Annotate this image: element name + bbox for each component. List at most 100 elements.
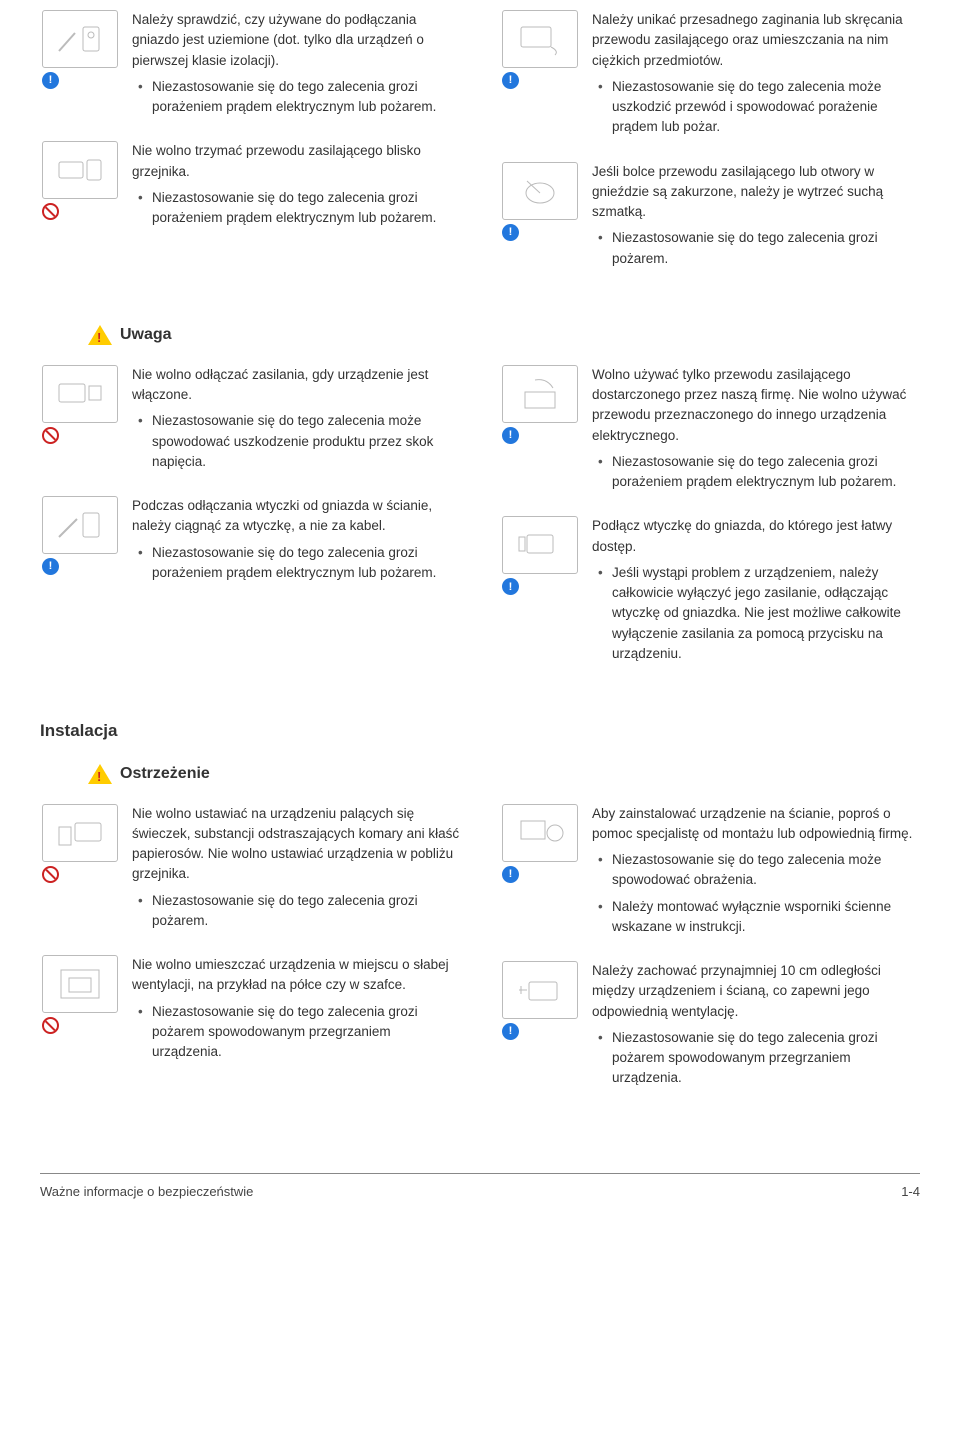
top-left-col: ! Należy sprawdzić, czy używane do podłą…: [40, 10, 460, 293]
ostrzezenie-heading: Ostrzeżenie: [88, 762, 920, 786]
safety-thumb: [40, 804, 120, 938]
info-badge-icon: !: [502, 72, 519, 89]
footer-title: Ważne informacje o bezpieczeństwie: [40, 1182, 253, 1202]
safety-main: Nie wolno ustawiać na urządzeniu palącyc…: [132, 804, 460, 885]
safety-thumb: [40, 955, 120, 1068]
safety-main: Nie wolno umieszczać urządzenia w miejsc…: [132, 955, 460, 996]
warning-triangle-icon: [88, 764, 112, 784]
safety-bullet: Niezastosowanie się do tego zalecenia gr…: [604, 1028, 920, 1089]
safety-item: ! Jeśli bolce przewodu zasilającego lub …: [500, 162, 920, 275]
safety-bullet: Niezastosowanie się do tego zalecenia gr…: [604, 452, 920, 493]
safety-item: Nie wolno umieszczać urządzenia w miejsc…: [40, 955, 460, 1068]
safety-thumb: [40, 141, 120, 234]
illustration-icon: [42, 955, 118, 1013]
top-warnings-row: ! Należy sprawdzić, czy używane do podłą…: [40, 10, 920, 293]
safety-main: Nie wolno trzymać przewodu zasilającego …: [132, 141, 460, 182]
info-badge-icon: !: [502, 578, 519, 595]
ostrzezenie-label-text: Ostrzeżenie: [120, 762, 210, 786]
illustration-icon: [502, 365, 578, 423]
safety-item: Nie wolno odłączać zasilania, gdy urządz…: [40, 365, 460, 478]
uwaga-left-col: Nie wolno odłączać zasilania, gdy urządz…: [40, 365, 460, 688]
page-footer: Ważne informacje o bezpieczeństwie 1-4: [40, 1173, 920, 1220]
safety-main: Podłącz wtyczkę do gniazda, do którego j…: [592, 516, 920, 557]
ostrz-right-col: ! Aby zainstalować urządzenie na ścianie…: [500, 804, 920, 1113]
top-right-col: ! Należy unikać przesadnego zaginania lu…: [500, 10, 920, 293]
safety-thumb: !: [500, 516, 580, 670]
safety-thumb: !: [500, 365, 580, 499]
illustration-icon: [42, 804, 118, 862]
safety-text: Nie wolno ustawiać na urządzeniu palącyc…: [132, 804, 460, 938]
illustration-icon: [502, 961, 578, 1019]
instalacja-heading: Instalacja: [40, 718, 920, 744]
safety-thumb: !: [500, 10, 580, 144]
safety-text: Nie wolno odłączać zasilania, gdy urządz…: [132, 365, 460, 478]
safety-bullet: Niezastosowanie się do tego zalecenia mo…: [604, 850, 920, 891]
safety-main: Należy unikać przesadnego zaginania lub …: [592, 10, 920, 71]
safety-thumb: !: [40, 10, 120, 123]
safety-bullet: Niezastosowanie się do tego zalecenia gr…: [604, 228, 920, 269]
prohibit-badge-icon: [42, 427, 59, 444]
safety-main: Należy zachować przynajmniej 10 cm odleg…: [592, 961, 920, 1022]
illustration-icon: [502, 516, 578, 574]
warning-triangle-icon: [88, 325, 112, 345]
illustration-icon: [42, 496, 118, 554]
safety-item: ! Należy zachować przynajmniej 10 cm odl…: [500, 961, 920, 1095]
illustration-icon: [502, 162, 578, 220]
info-badge-icon: !: [502, 1023, 519, 1040]
illustration-icon: [42, 141, 118, 199]
safety-main: Nie wolno odłączać zasilania, gdy urządz…: [132, 365, 460, 406]
safety-text: Podczas odłączania wtyczki od gniazda w …: [132, 496, 460, 589]
safety-item: ! Aby zainstalować urządzenie na ścianie…: [500, 804, 920, 944]
info-badge-icon: !: [502, 866, 519, 883]
safety-main: Aby zainstalować urządzenie na ścianie, …: [592, 804, 920, 845]
prohibit-badge-icon: [42, 1017, 59, 1034]
safety-text: Nie wolno umieszczać urządzenia w miejsc…: [132, 955, 460, 1068]
safety-bullet: Jeśli wystąpi problem z urządzeniem, nal…: [604, 563, 920, 664]
safety-main: Wolno używać tylko przewodu zasilającego…: [592, 365, 920, 446]
safety-main: Należy sprawdzić, czy używane do podłącz…: [132, 10, 460, 71]
illustration-icon: [502, 804, 578, 862]
safety-bullet: Niezastosowanie się do tego zalecenia gr…: [144, 1002, 460, 1063]
safety-item: ! Wolno używać tylko przewodu zasilające…: [500, 365, 920, 499]
info-badge-icon: !: [502, 427, 519, 444]
safety-thumb: [40, 365, 120, 478]
safety-bullet: Należy montować wyłącznie wsporniki ście…: [604, 897, 920, 938]
safety-text: Podłącz wtyczkę do gniazda, do którego j…: [592, 516, 920, 670]
safety-thumb: !: [500, 162, 580, 275]
safety-text: Należy sprawdzić, czy używane do podłącz…: [132, 10, 460, 123]
safety-thumb: !: [500, 961, 580, 1095]
info-badge-icon: !: [42, 558, 59, 575]
safety-item: Nie wolno trzymać przewodu zasilającego …: [40, 141, 460, 234]
footer-page-number: 1-4: [901, 1182, 920, 1202]
safety-thumb: !: [40, 496, 120, 589]
info-badge-icon: !: [502, 224, 519, 241]
safety-bullet: Niezastosowanie się do tego zalecenia mo…: [604, 77, 920, 138]
uwaga-row: Nie wolno odłączać zasilania, gdy urządz…: [40, 365, 920, 688]
safety-item: ! Należy sprawdzić, czy używane do podłą…: [40, 10, 460, 123]
safety-item: ! Należy unikać przesadnego zaginania lu…: [500, 10, 920, 144]
ostrz-left-col: Nie wolno ustawiać na urządzeniu palącyc…: [40, 804, 460, 1113]
safety-bullet: Niezastosowanie się do tego zalecenia gr…: [144, 543, 460, 584]
uwaga-right-col: ! Wolno używać tylko przewodu zasilające…: [500, 365, 920, 688]
prohibit-badge-icon: [42, 203, 59, 220]
illustration-icon: [42, 10, 118, 68]
uwaga-heading: Uwaga: [88, 323, 920, 347]
safety-bullet: Niezastosowanie się do tego zalecenia gr…: [144, 188, 460, 229]
safety-text: Należy zachować przynajmniej 10 cm odleg…: [592, 961, 920, 1095]
info-badge-icon: !: [42, 72, 59, 89]
ostrz-row: Nie wolno ustawiać na urządzeniu palącyc…: [40, 804, 920, 1113]
safety-bullet: Niezastosowanie się do tego zalecenia mo…: [144, 411, 460, 472]
safety-main: Podczas odłączania wtyczki od gniazda w …: [132, 496, 460, 537]
safety-text: Jeśli bolce przewodu zasilającego lub ot…: [592, 162, 920, 275]
illustration-icon: [502, 10, 578, 68]
safety-main: Jeśli bolce przewodu zasilającego lub ot…: [592, 162, 920, 223]
safety-text: Należy unikać przesadnego zaginania lub …: [592, 10, 920, 144]
safety-text: Wolno używać tylko przewodu zasilającego…: [592, 365, 920, 499]
safety-text: Aby zainstalować urządzenie na ścianie, …: [592, 804, 920, 944]
safety-bullet: Niezastosowanie się do tego zalecenia gr…: [144, 891, 460, 932]
illustration-icon: [42, 365, 118, 423]
safety-item: ! Podczas odłączania wtyczki od gniazda …: [40, 496, 460, 589]
uwaga-label-text: Uwaga: [120, 323, 172, 347]
safety-item: ! Podłącz wtyczkę do gniazda, do którego…: [500, 516, 920, 670]
safety-bullet: Niezastosowanie się do tego zalecenia gr…: [144, 77, 460, 118]
